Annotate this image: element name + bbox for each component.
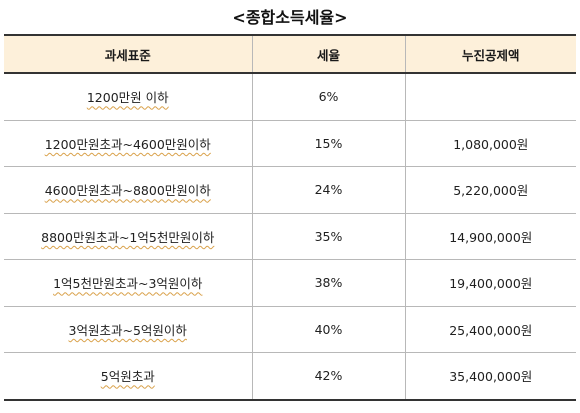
cell-tax-base: 1200만원 이하 — [4, 73, 252, 121]
tax-base-text: 1200만원 이하 — [86, 90, 169, 106]
cell-tax-base: 5억원초과 — [4, 352, 252, 401]
table-row: 1억5천만원초과~3억원이하 38% 19,400,000원 — [4, 259, 576, 307]
cell-deduction: 35,400,000원 — [404, 352, 576, 401]
tax-base-text: 8800만원초과~1억5천만원이하 — [41, 229, 215, 245]
cell-tax-rate: 24% — [251, 166, 405, 214]
table-row: 1200만원 이하 6% — [4, 73, 576, 121]
table-row: 1200만원초과~4600만원이하 15% 1,080,000원 — [4, 120, 576, 167]
cell-deduction: 19,400,000원 — [404, 259, 576, 307]
cell-tax-rate: 6% — [251, 73, 405, 121]
tax-base-text: 3억원초과~5억원이하 — [68, 322, 187, 338]
table-row: 3억원초과~5억원이하 40% 25,400,000원 — [4, 306, 576, 353]
tax-base-text: 4600만원초과~8800만원이하 — [44, 183, 211, 199]
cell-tax-base: 4600만원초과~8800만원이하 — [4, 166, 252, 214]
column-header-tax-base: 과세표준 — [4, 34, 252, 74]
cell-deduction — [404, 73, 576, 121]
column-header-progressive-deduction: 누진공제액 — [404, 34, 576, 74]
tax-rate-table: 과세표준 세율 누진공제액 1200만원 이하 6% 1200만원초과~4600… — [4, 34, 576, 401]
cell-deduction: 14,900,000원 — [404, 213, 576, 260]
cell-tax-rate: 15% — [251, 120, 405, 167]
cell-tax-rate: 40% — [251, 306, 405, 353]
table-header-row: 과세표준 세율 누진공제액 — [4, 34, 576, 74]
cell-deduction: 5,220,000원 — [404, 166, 576, 214]
column-header-tax-rate: 세율 — [251, 34, 405, 74]
cell-tax-rate: 35% — [251, 213, 405, 260]
cell-deduction: 1,080,000원 — [404, 120, 576, 167]
tax-base-text: 1억5천만원초과~3억원이하 — [53, 276, 203, 292]
table-row: 8800만원초과~1억5천만원이하 35% 14,900,000원 — [4, 213, 576, 260]
table-row: 4600만원초과~8800만원이하 24% 5,220,000원 — [4, 166, 576, 214]
table-row: 5억원초과 42% 35,400,000원 — [4, 352, 576, 401]
cell-tax-base: 3억원초과~5억원이하 — [4, 306, 252, 353]
cell-tax-base: 8800만원초과~1억5천만원이하 — [4, 213, 252, 260]
cell-tax-base: 1200만원초과~4600만원이하 — [4, 120, 252, 167]
cell-tax-rate: 38% — [251, 259, 405, 307]
cell-deduction: 25,400,000원 — [404, 306, 576, 353]
cell-tax-rate: 42% — [251, 352, 405, 401]
cell-tax-base: 1억5천만원초과~3억원이하 — [4, 259, 252, 307]
tax-base-text: 5억원초과 — [100, 369, 155, 385]
tax-base-text: 1200만원초과~4600만원이하 — [44, 136, 211, 152]
table-title: <종합소득세율> — [232, 8, 348, 27]
